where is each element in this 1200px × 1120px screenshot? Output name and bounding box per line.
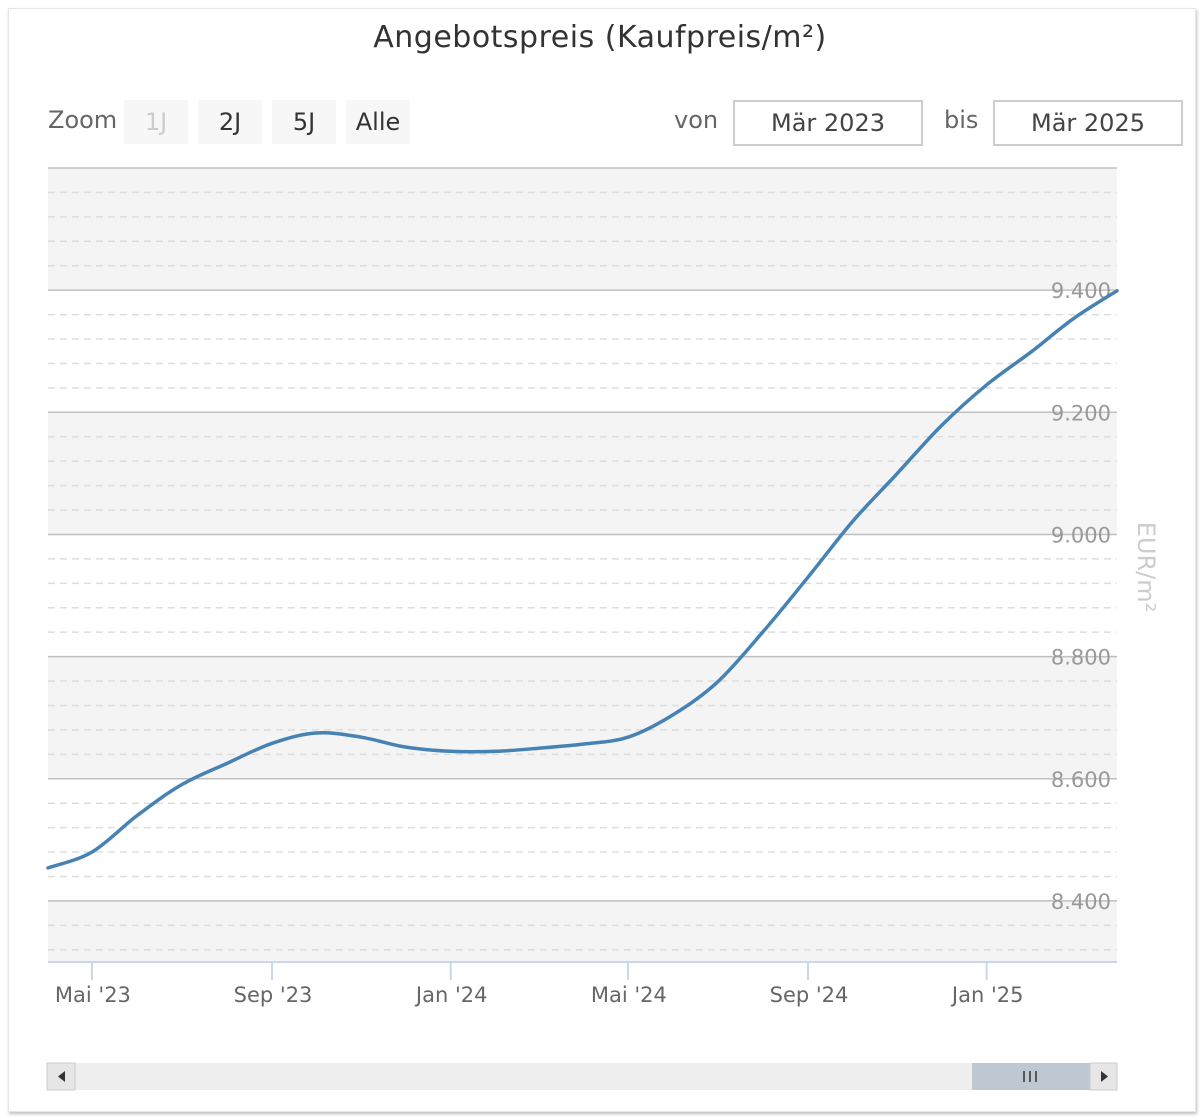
y-tick-label: 8.600 xyxy=(1051,768,1111,792)
zoom-5y-button[interactable]: 5J xyxy=(272,100,336,144)
x-tick-label: Mai '23 xyxy=(55,983,131,1007)
zoom-1y-button[interactable]: 1J xyxy=(124,100,188,144)
zoom-2y-button[interactable]: 2J xyxy=(198,100,262,144)
plot-band xyxy=(48,168,1117,291)
major-gridlines xyxy=(48,167,1117,902)
y-axis-title: EUR/m² xyxy=(1132,522,1160,613)
x-axis: Mai '23 Sep '23 Jan '24 Mai '24 Sep '24 Jan '… xyxy=(48,961,1117,1007)
y-tick-label: 8.800 xyxy=(1051,646,1111,670)
chart-title: Angebotspreis (Kaufpreis/m²) xyxy=(373,20,827,55)
series-line xyxy=(46,289,1119,870)
minor-gridlines xyxy=(48,191,1117,951)
to-date-input[interactable]: Mär 2025 xyxy=(993,100,1183,146)
plot-band xyxy=(48,656,1117,779)
zoom-all-button[interactable]: Alle xyxy=(346,100,410,144)
grip-lines-icon xyxy=(1023,1071,1037,1082)
x-tick-label: Jan '24 xyxy=(414,983,488,1007)
plot-band xyxy=(48,900,1117,962)
from-label: von xyxy=(674,106,719,134)
y-tick-label: 9.000 xyxy=(1051,523,1111,547)
plot-band xyxy=(48,412,1117,535)
x-tick-label: Mai '24 xyxy=(591,983,667,1007)
from-date-input[interactable]: Mär 2023 xyxy=(733,100,923,146)
y-tick-label: 8.400 xyxy=(1051,890,1111,914)
x-tick-label: Jan '25 xyxy=(950,983,1024,1007)
zoom-label: Zoom xyxy=(48,106,118,134)
scrollbar-thumb[interactable] xyxy=(972,1063,1090,1090)
y-tick-label: 9.200 xyxy=(1051,401,1111,425)
left-triangle-icon xyxy=(58,1071,65,1082)
scrollbar-track[interactable] xyxy=(47,1063,1117,1090)
x-tick-label: Sep '23 xyxy=(234,983,313,1007)
x-tick-label: Sep '24 xyxy=(770,983,849,1007)
right-triangle-icon xyxy=(1101,1071,1108,1082)
to-label: bis xyxy=(944,106,979,134)
plot-bands xyxy=(48,168,1117,962)
series-group xyxy=(46,289,1119,870)
